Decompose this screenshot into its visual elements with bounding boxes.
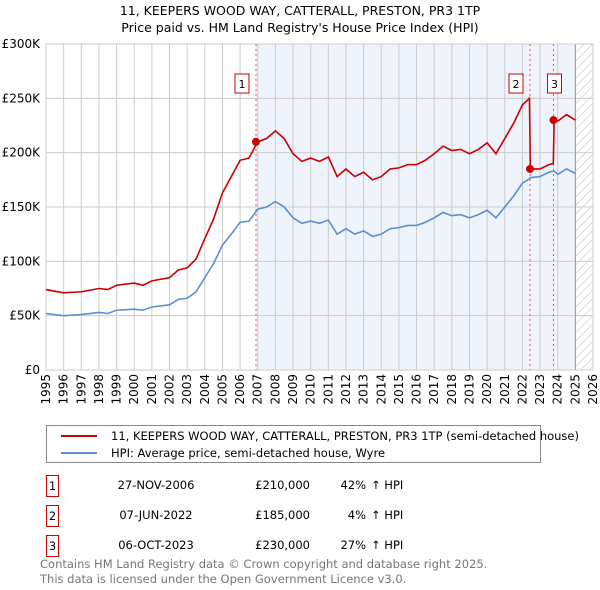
x-tick-label: 1998 [92, 374, 106, 405]
sale-number-badge: 2 [46, 505, 59, 527]
sale-date: 27-NOV-2006 [117, 478, 195, 492]
x-tick-label: 2003 [180, 374, 194, 405]
sale-label-box [546, 73, 562, 94]
x-tick-label: 2019 [462, 374, 476, 405]
x-tick-label: 2025 [568, 374, 582, 405]
plot-area: 1995 1996 1997 1998 1999 2000 2001 2002 2003 2004… [2, 37, 600, 405]
chart-title-line2: Price paid vs. HM Land Registry's House … [121, 20, 479, 35]
sale-hpi-percent: 27% [340, 538, 366, 552]
sale-label-box [234, 73, 250, 94]
x-tick-label: 2000 [127, 374, 141, 405]
x-tick-label: 2013 [357, 374, 371, 405]
sale-label: 3 [551, 78, 558, 91]
legend-swatch-blue [61, 452, 97, 454]
x-tick-label: 2022 [515, 374, 529, 405]
sale-label-box [508, 73, 524, 94]
x-tick-label: 2004 [198, 374, 212, 405]
x-tick-label: 2012 [339, 374, 353, 405]
plot-border [45, 43, 594, 371]
x-tick-label: 1997 [74, 374, 88, 405]
sale-date: 07-JUN-2022 [119, 508, 193, 522]
sale-date: 06-OCT-2023 [118, 538, 194, 552]
x-tick-label: 2007 [251, 374, 265, 405]
x-tick-label: 2010 [304, 374, 318, 405]
footer-line1: Contains HM Land Registry data © Crown c… [40, 557, 488, 571]
sale-price: £230,000 [255, 538, 310, 552]
sale-row: 3 06-OCT-2023 £230,000 27% ↑ HPI [46, 535, 546, 557]
y-tick-label: £200K [2, 146, 42, 160]
x-tick-label: 2021 [498, 374, 512, 405]
y-tick-label: £300K [2, 37, 42, 51]
chart-title-line1: 11, KEEPERS WOOD WAY, CATTERALL, PRESTON… [119, 3, 481, 18]
y-tick-label: £100K [2, 254, 42, 268]
legend-label: HPI: Average price, semi-detached house,… [111, 446, 386, 460]
sale-hpi-label: ↑ HPI [371, 538, 404, 552]
property-price-line [45, 96, 576, 294]
legend: 11, KEEPERS WOOD WAY, CATTERALL, PRESTON… [46, 425, 579, 463]
x-tick-label: 2001 [145, 374, 159, 405]
sale-number-badge: 3 [46, 535, 59, 557]
sale-price: £210,000 [255, 478, 310, 492]
sale-hpi-label: ↑ HPI [371, 508, 404, 522]
x-tick-label: 2011 [321, 374, 335, 405]
footer-line2: This data is licensed under the Open Gov… [40, 572, 407, 586]
x-tick-label: 2026 [586, 374, 600, 405]
sale-point [549, 116, 558, 125]
sale-hpi-percent: 4% [347, 508, 366, 522]
x-tick-label: 2017 [427, 374, 441, 405]
sale-price: £185,000 [255, 508, 310, 522]
sale-row: 2 07-JUN-2022 £185,000 4% ↑ HPI [46, 505, 546, 527]
x-tick-label: 2018 [445, 374, 459, 405]
x-tick-label: 1996 [57, 374, 71, 405]
x-tick-label: 2014 [374, 374, 388, 405]
sale-point [251, 137, 260, 146]
y-tick-label: £0 [25, 363, 40, 377]
x-tick-label: 2016 [410, 374, 424, 405]
hpi-line [45, 168, 576, 317]
y-tick-label: £50K [9, 309, 41, 323]
sale-point [526, 164, 535, 173]
x-tick-label: 2008 [268, 374, 282, 405]
sale-label: 1 [238, 78, 245, 91]
legend-label: 11, KEEPERS WOOD WAY, CATTERALL, PRESTON… [111, 429, 579, 443]
x-tick-label: 2009 [286, 374, 300, 405]
y-tick-label: £150K [2, 200, 42, 214]
sale-row: 1 27-NOV-2006 £210,000 42% ↑ HPI [46, 475, 546, 497]
legend-item-hpi: HPI: Average price, semi-detached house,… [61, 445, 385, 461]
x-tick-label: 1999 [110, 374, 124, 405]
x-tick-label: 2002 [163, 374, 177, 405]
x-tick-label: 1995 [39, 374, 53, 405]
y-tick-label: £250K [2, 91, 42, 105]
legend-item-property: 11, KEEPERS WOOD WAY, CATTERALL, PRESTON… [61, 428, 579, 444]
x-tick-label: 2023 [533, 374, 547, 405]
legend-swatch-red [61, 435, 97, 437]
sale-number-badge: 1 [46, 475, 59, 497]
sale-hpi-percent: 42% [340, 478, 366, 492]
x-tick-label: 2005 [215, 374, 229, 405]
x-tick-label: 2020 [480, 374, 494, 405]
sale-hpi-label: ↑ HPI [371, 478, 404, 492]
x-tick-label: 2024 [551, 374, 565, 405]
sale-label: 2 [513, 78, 520, 91]
x-tick-label: 2015 [392, 374, 406, 405]
x-tick-label: 2006 [233, 374, 247, 405]
